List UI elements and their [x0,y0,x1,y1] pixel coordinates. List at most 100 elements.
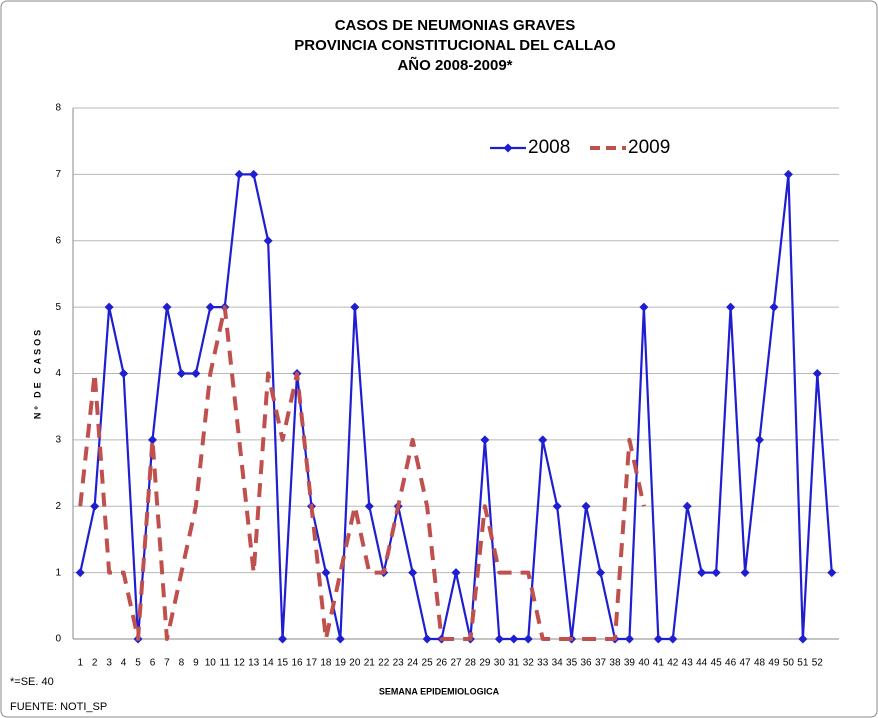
x-tick-label: 43 [682,658,694,669]
x-tick-label: 35 [566,658,578,669]
marker [812,369,822,378]
footnote: FUENTE: NOTI_SP [10,701,107,713]
x-tick-label: 13 [248,658,260,669]
legend-marker [503,143,513,153]
x-tick-label: 49 [768,658,780,669]
x-tick-label: 52 [812,658,824,669]
marker [321,568,331,578]
x-tick-label: 1 [77,658,83,669]
marker [249,169,259,179]
x-tick-label: 23 [393,658,405,669]
x-tick-label: 34 [552,658,564,669]
marker [682,501,692,511]
marker [755,435,765,445]
x-tick-label: 25 [422,658,434,669]
x-tick-label: 37 [595,658,607,669]
x-tick-label: 20 [349,658,361,669]
marker [494,634,504,644]
series-line [78,305,646,641]
x-tick-label: 8 [179,658,185,669]
footnote: *=SE. 40 [10,676,54,688]
marker [552,501,562,511]
marker [90,501,100,511]
legend-label: 2008 [528,137,570,158]
x-tick-label: 24 [407,658,419,669]
marker [798,634,808,644]
marker [581,501,591,511]
y-tick-label: 6 [55,235,61,246]
x-tick-label: 40 [638,658,650,669]
marker [726,302,736,312]
marker [668,634,678,644]
x-tick-label: 26 [436,658,448,669]
x-tick-label: 45 [711,658,723,669]
x-tick-label: 11 [220,658,231,669]
marker [147,435,157,445]
y-tick-label: 7 [55,169,61,180]
x-tick-label: 33 [537,658,549,669]
marker [783,169,793,179]
x-tick-label: 27 [450,658,462,669]
marker [509,634,519,644]
x-tick-label: 17 [306,658,318,669]
marker [104,302,114,312]
x-tick-label: 7 [164,658,170,669]
y-tick-label: 0 [55,634,61,645]
x-tick-label: 29 [479,658,491,669]
x-tick-label: 32 [523,658,535,669]
x-tick-label: 16 [291,658,303,669]
y-tick-label: 5 [55,302,61,313]
marker [653,634,663,644]
marker [234,169,244,179]
chart-title: CASOS DE NEUMONIAS GRAVES [335,17,576,34]
x-tick-label: 46 [725,658,737,669]
marker [364,501,374,511]
marker [711,568,721,578]
marker [278,634,288,644]
marker [408,568,418,578]
y-tick-label: 4 [55,368,61,379]
x-tick-label: 5 [135,658,141,669]
x-tick-label: 21 [364,658,376,669]
x-tick-label: 47 [739,658,751,669]
marker [335,634,345,644]
marker [162,302,172,312]
x-tick-label: 9 [193,658,199,669]
marker [422,634,432,644]
x-tick-label: 42 [667,658,679,669]
y-tick-label: 8 [55,103,61,114]
x-tick-label: 3 [106,658,112,669]
x-tick-label: 4 [121,658,127,669]
x-tick-label: 36 [581,658,593,669]
marker [596,568,606,578]
chart-title: PROVINCIA CONSTITUCIONAL DEL CALLAO [294,37,616,54]
x-tick-label: 41 [653,658,665,669]
marker [263,236,273,246]
x-tick-label: 2 [92,658,98,669]
marker [624,634,634,644]
y-tick-label: 1 [55,567,61,578]
marker [538,435,548,445]
x-tick-label: 15 [277,658,289,669]
marker [191,369,201,378]
y-tick-label: 2 [55,501,61,512]
marker [75,568,85,578]
x-tick-label: 39 [624,658,636,669]
x-tick-label: 31 [508,658,520,669]
x-tick-label: 28 [465,658,477,669]
x-tick-label: 44 [696,658,708,669]
x-tick-label: 50 [783,658,795,669]
marker [827,568,837,578]
marker [523,634,533,644]
x-tick-label: 14 [263,658,275,669]
marker [119,369,129,378]
x-tick-label: 38 [609,658,621,669]
marker [205,302,215,312]
y-axis-label: Nº DE CASOS [32,327,42,419]
x-tick-label: 6 [150,658,156,669]
x-tick-label: 48 [754,658,766,669]
legend-label: 2009 [628,137,670,158]
x-tick-label: 10 [205,658,217,669]
marker [350,302,360,312]
